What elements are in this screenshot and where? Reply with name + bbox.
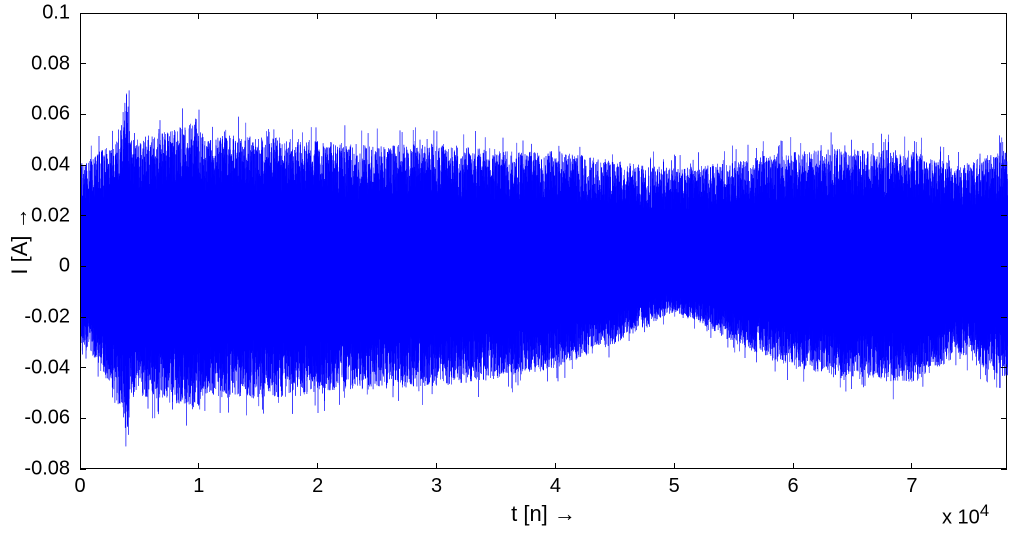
y-tick-mark <box>1001 13 1007 14</box>
y-tick-mark <box>80 266 86 267</box>
x-tick-mark <box>436 13 437 19</box>
y-tick-mark <box>80 114 86 115</box>
x-tick-mark <box>317 13 318 19</box>
y-tick-label: 0.02 <box>31 204 70 227</box>
x-tick-label: 7 <box>906 475 917 498</box>
signal-path <box>81 90 1008 446</box>
y-tick-label: 0.04 <box>31 154 70 177</box>
x-tick-mark <box>80 13 81 19</box>
chart-root: -0.08 -0.06 -0.04 -0.02 0 0.02 0.04 0.06 0.08 0.1… <box>0 0 1023 538</box>
x-tick-mark <box>674 13 675 19</box>
x-tick-mark <box>911 13 912 19</box>
y-tick-mark <box>80 469 86 470</box>
y-tick-mark <box>80 367 86 368</box>
x-tick-label: 4 <box>550 475 561 498</box>
y-tick-mark <box>80 13 86 14</box>
x-tick-label: 2 <box>312 475 323 498</box>
x-tick-mark <box>555 463 556 469</box>
x-tick-mark <box>674 463 675 469</box>
x-tick-label: 6 <box>788 475 799 498</box>
y-tick-mark <box>1001 114 1007 115</box>
y-tick-label: 0.06 <box>31 103 70 126</box>
y-tick-label: -0.02 <box>24 306 70 329</box>
x-tick-label: 0 <box>74 475 85 498</box>
x-tick-mark <box>793 13 794 19</box>
x-tick-mark <box>436 463 437 469</box>
y-tick-mark <box>80 63 86 64</box>
x-tick-label: 3 <box>431 475 442 498</box>
y-tick-mark <box>1001 317 1007 318</box>
x-tick-mark <box>911 463 912 469</box>
y-tick-mark <box>80 165 86 166</box>
x-tick-mark <box>555 13 556 19</box>
y-tick-mark <box>1001 367 1007 368</box>
y-tick-mark <box>80 215 86 216</box>
x-tick-label: 5 <box>669 475 680 498</box>
y-tick-mark <box>1001 165 1007 166</box>
y-tick-mark <box>1001 266 1007 267</box>
y-tick-mark <box>1001 215 1007 216</box>
y-tick-label: -0.04 <box>24 356 70 379</box>
y-tick-label: -0.08 <box>24 458 70 481</box>
y-tick-label: 0.1 <box>42 2 70 25</box>
x-tick-mark <box>198 463 199 469</box>
y-tick-mark <box>1001 469 1007 470</box>
y-tick-label: 0 <box>59 255 70 278</box>
x-tick-mark <box>80 463 81 469</box>
plot-area <box>80 13 1007 469</box>
x-exponent-label: x 104 <box>942 501 989 530</box>
x-exponent-sup: 4 <box>980 501 989 520</box>
y-tick-mark <box>80 418 86 419</box>
y-tick-label: -0.06 <box>24 407 70 430</box>
x-tick-mark <box>198 13 199 19</box>
y-tick-label: 0.08 <box>31 52 70 75</box>
x-tick-mark <box>793 463 794 469</box>
y-axis-label: I [A] → <box>7 207 33 274</box>
y-tick-mark <box>1001 63 1007 64</box>
x-tick-label: 1 <box>193 475 204 498</box>
x-exponent-base: x 10 <box>942 507 980 529</box>
y-tick-mark <box>80 317 86 318</box>
x-tick-mark <box>317 463 318 469</box>
signal-line <box>81 14 1008 470</box>
y-tick-mark <box>1001 418 1007 419</box>
x-axis-label: t [n] → <box>511 501 576 527</box>
